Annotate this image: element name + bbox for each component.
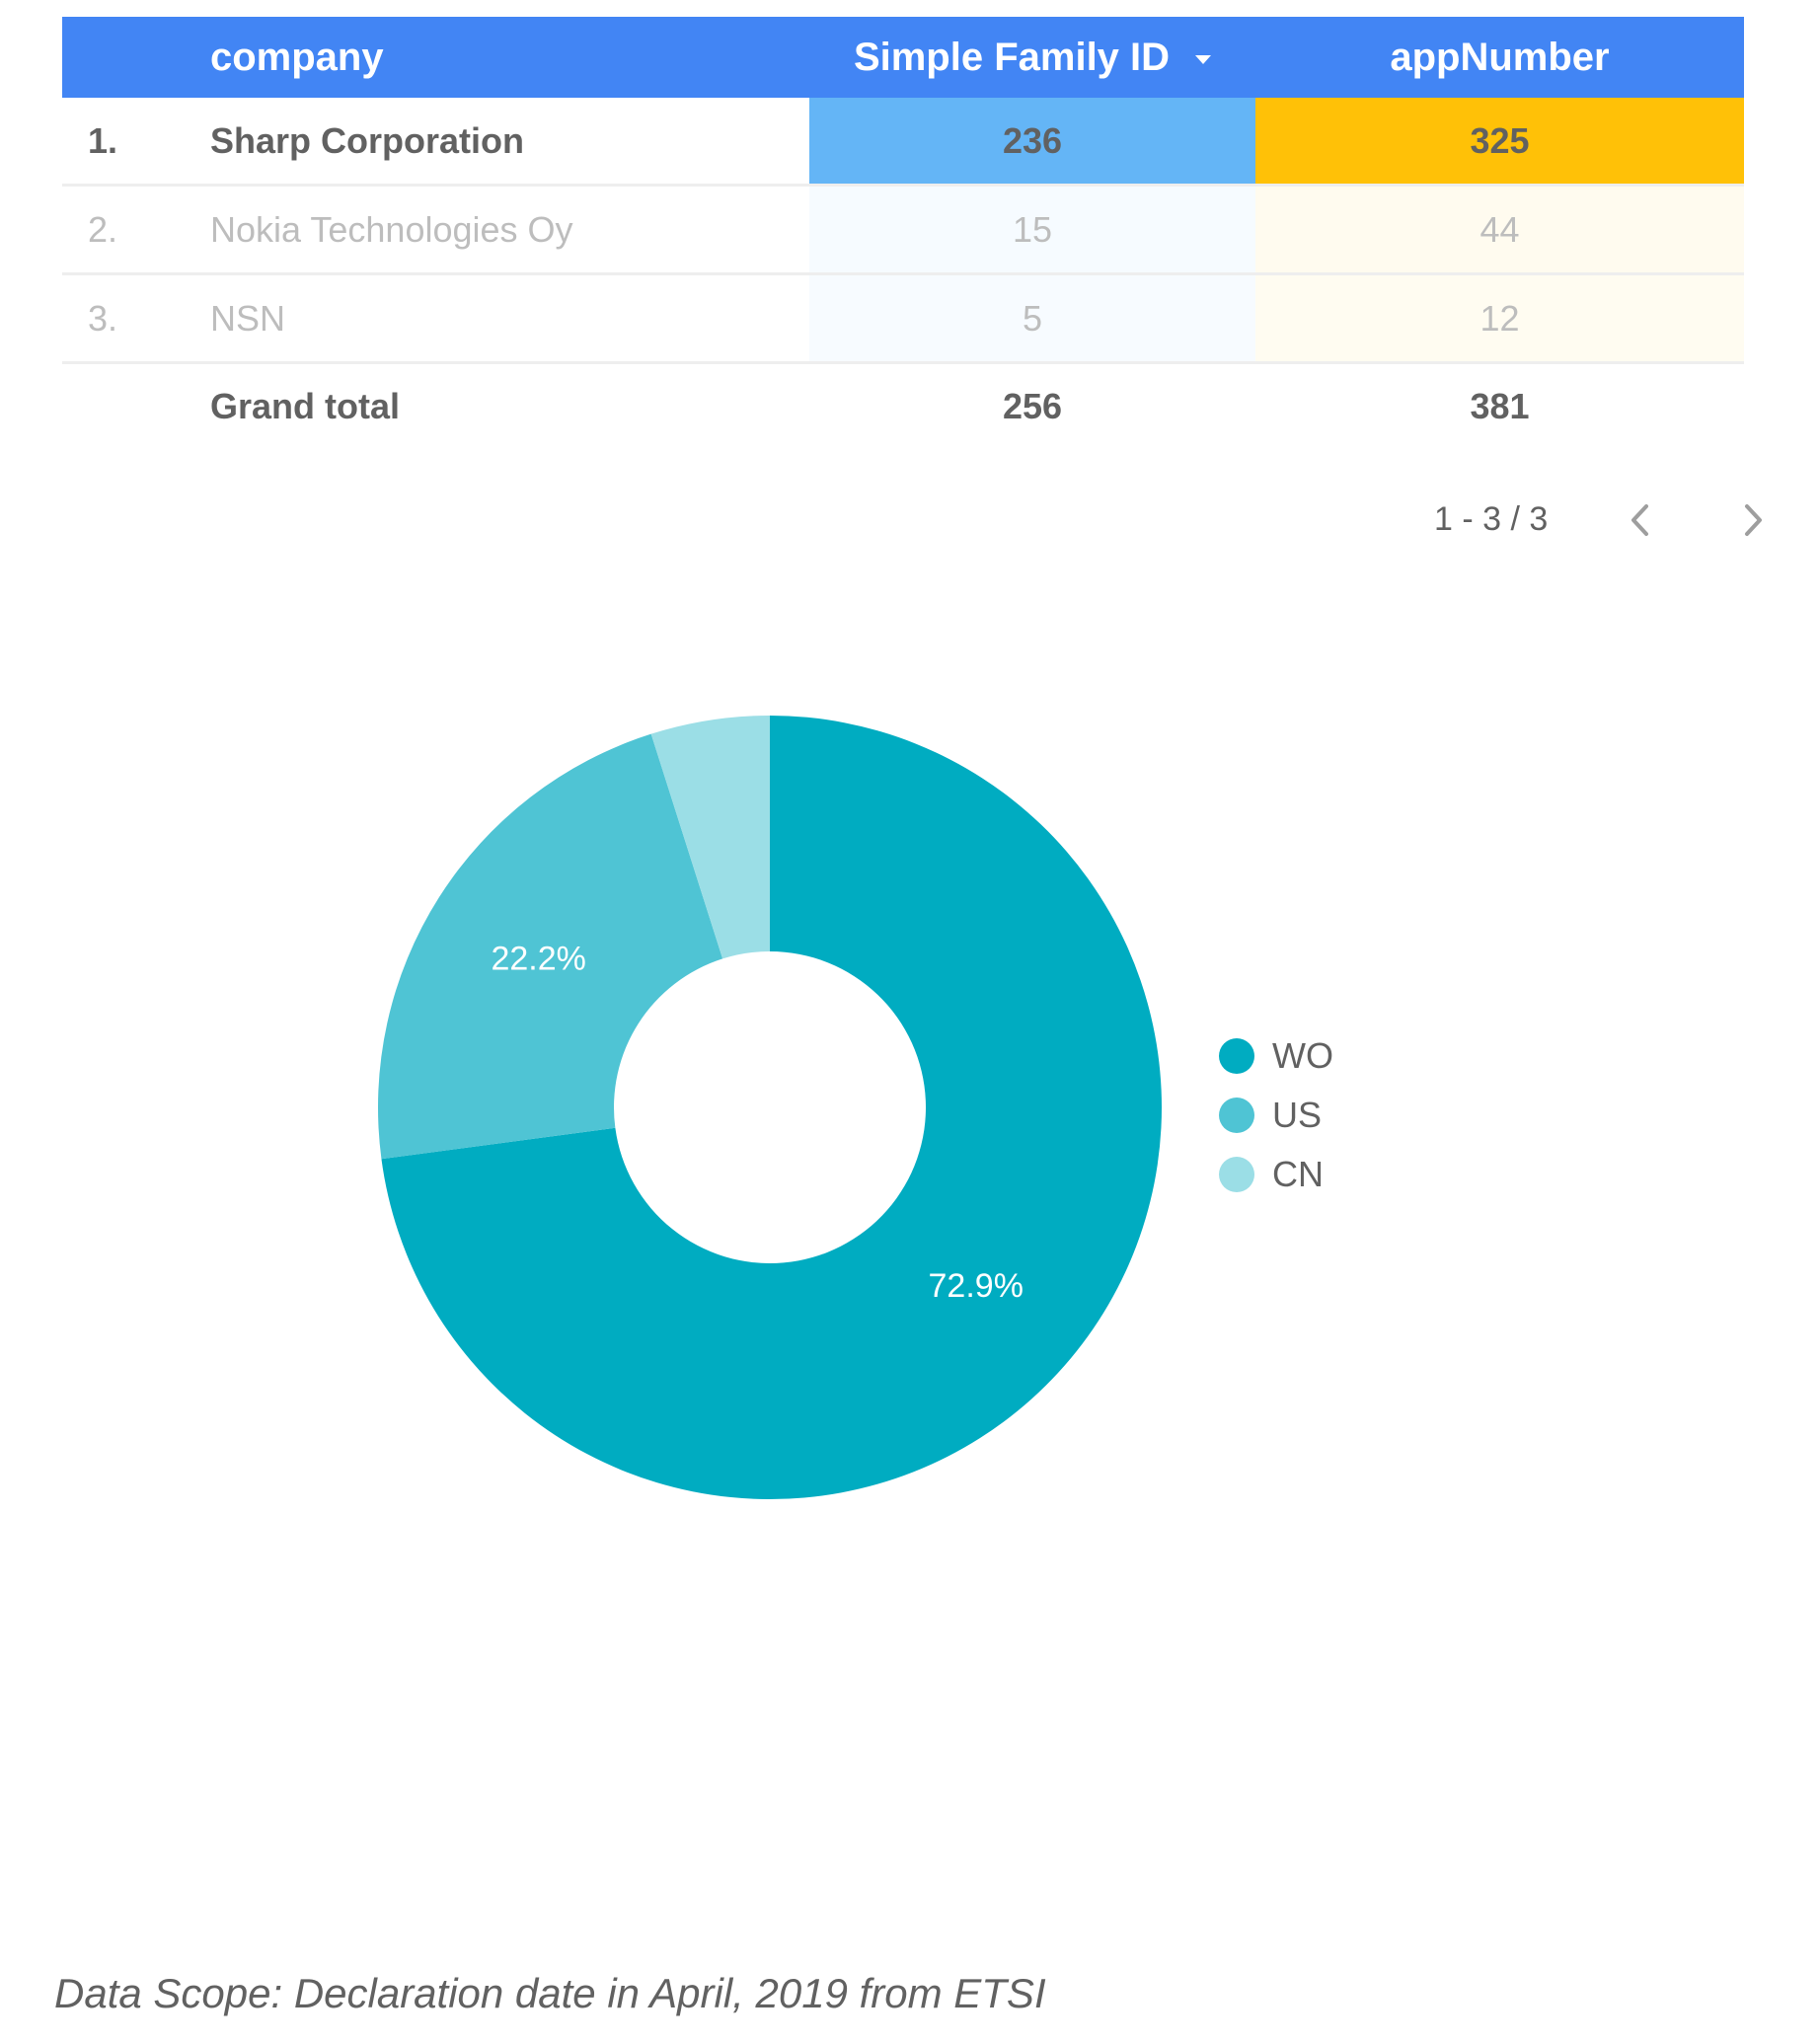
chart-legend: WO US CN [1219, 1026, 1333, 1204]
donut-slice-wo[interactable] [381, 716, 1162, 1499]
column-header-app-number[interactable]: appNumber [1255, 17, 1744, 98]
grand-total-row: Grand total 256 381 [62, 364, 1744, 449]
pagination-range: 1 - 3 / 3 [1434, 500, 1549, 538]
chevron-right-icon[interactable] [1730, 498, 1774, 542]
slice-value-label: 72.9% [929, 1267, 1024, 1305]
row-company: Sharp Corporation [210, 119, 525, 161]
donut-slice-cn[interactable] [650, 716, 770, 959]
table-row[interactable]: 1. Sharp Corporation 236 325 [62, 98, 1744, 187]
data-scope-footnote: Data Scope: Declaration date in April, 2… [54, 1970, 1046, 2016]
grand-total-app-number: 381 [1470, 386, 1530, 426]
column-header-app-number-label: appNumber [1390, 35, 1610, 79]
grand-total-simple-family-id: 256 [1002, 386, 1063, 426]
row-rank: 3. [88, 297, 118, 339]
legend-label: CN [1272, 1154, 1324, 1194]
row-company: NSN [210, 297, 286, 339]
legend-label: WO [1272, 1035, 1333, 1076]
row-app-number: 12 [1255, 275, 1744, 361]
row-simple-family-id: 236 [809, 98, 1255, 184]
legend-item-wo[interactable]: WO [1219, 1026, 1333, 1086]
row-app-number: 325 [1255, 98, 1744, 184]
pagination: 1 - 3 / 3 [1375, 491, 1789, 550]
column-header-company-label: company [210, 35, 384, 79]
legend-item-cn[interactable]: CN [1219, 1145, 1333, 1204]
column-header-company[interactable]: company [210, 17, 809, 98]
column-header-simple-family-id-label: Simple Family ID [853, 35, 1171, 79]
chevron-left-icon[interactable] [1620, 498, 1663, 542]
legend-label: US [1272, 1095, 1323, 1135]
table-header: company Simple Family ID appNumber [62, 17, 1744, 98]
legend-swatch [1219, 1038, 1254, 1074]
row-simple-family-id: 15 [809, 187, 1255, 272]
legend-swatch [1219, 1098, 1254, 1133]
grand-total-label: Grand total [210, 386, 401, 426]
row-simple-family-id: 5 [809, 275, 1255, 361]
row-rank: 1. [88, 119, 118, 161]
donut-slice-us[interactable] [378, 733, 723, 1160]
legend-item-us[interactable]: US [1219, 1086, 1333, 1145]
row-company: Nokia Technologies Oy [210, 208, 573, 250]
sort-descending-icon[interactable] [1195, 54, 1212, 64]
row-app-number: 44 [1255, 187, 1744, 272]
legend-swatch [1219, 1157, 1254, 1192]
slice-value-label: 22.2% [491, 940, 585, 977]
donut-chart: 72.9% 22.2% [378, 716, 1162, 1499]
table-row[interactable]: 3. NSN 5 12 [62, 275, 1744, 364]
table-row[interactable]: 2. Nokia Technologies Oy 15 44 [62, 187, 1744, 275]
row-rank: 2. [88, 208, 118, 250]
column-header-simple-family-id[interactable]: Simple Family ID [809, 17, 1255, 98]
